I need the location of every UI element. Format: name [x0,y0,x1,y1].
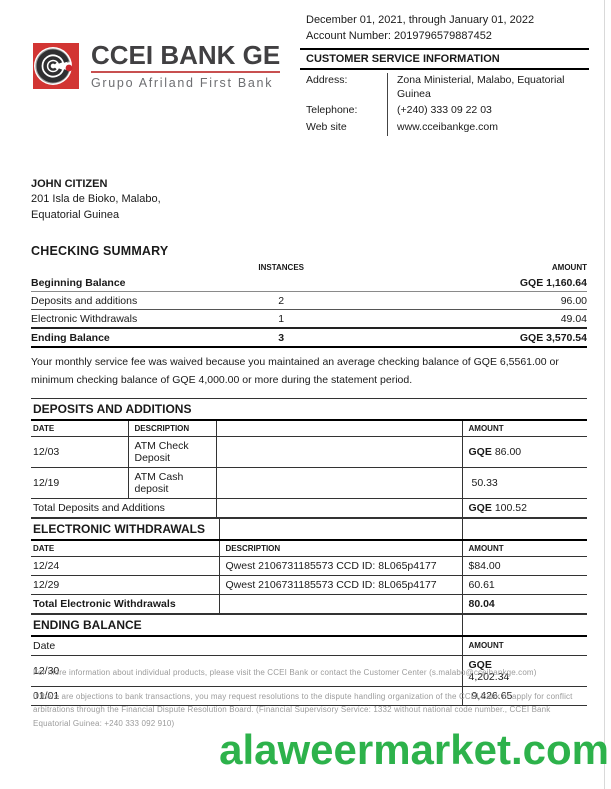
deposits-total-row: Total Deposits and Additions GQE 100.52 [31,498,587,518]
statement-footer: For more information about individual pr… [33,666,587,730]
withdrawals-col-date: DATE [31,539,219,557]
summary-col-instances: INSTANCES [258,263,305,272]
summary-row-beginning-balance: Beginning Balance GQE 1,160.64 [31,274,587,292]
address-value: Zona Ministerial, Malabo, Equatorial Gui… [387,72,589,104]
ending-balance-table: ENDING BALANCE Date AMOUNT 12/30 GQE 4,2… [31,613,587,706]
telephone-value: (+240) 333 09 22 03 [387,103,589,120]
account-number-line: Account Number: 2019796579887452 [306,29,589,43]
footer-info-line: For more information about individual pr… [33,668,537,677]
deposits-col-date: DATE [31,420,128,437]
recipient-address-line2: Equatorial Guinea [31,208,120,221]
withdrawals-row-2: 12/29 Qwest 2106731185573 CCD ID: 8L065p… [31,575,587,595]
ending-balance-row-2: 01/01 9,426.65 [31,686,587,706]
ccei-logo-icon [32,42,80,95]
summary-row-deposits: Deposits and additions 2 96.00 [31,291,587,310]
watermark-text: alaweermarket.com [219,726,609,773]
website-label: Web site [306,120,347,133]
withdrawals-row-1: 12/24 Qwest 2106731185573 CCD ID: 8L065p… [31,556,587,576]
recipient-address-line1: 201 Isla de Bioko, Malabo, [31,193,161,206]
summary-row-ending-balance: Ending Balance 3 GQE 3,570.54 [31,328,587,348]
statement-body: CHECKING SUMMARY INSTANCES AMOUNT Beginn… [31,244,587,706]
summary-header-row: INSTANCES AMOUNT [31,261,587,274]
ending-balance-col-date: Date [31,635,462,656]
website-value: www.cceibankge.com [387,119,589,137]
ending-balance-col-amount: AMOUNT [461,635,587,656]
ending-balance-header-row: Date AMOUNT [31,635,587,656]
footer-dispute-line: If there are objections to bank transact… [33,692,573,728]
account-number-label: Account Number: [306,30,391,43]
deposits-table: DATE DESCRIPTION AMOUNT 12/03 ATM Check … [31,420,587,518]
checking-summary-table: INSTANCES AMOUNT Beginning Balance GQE 1… [31,261,587,348]
telephone-label: Telephone: [306,104,358,117]
account-number-value: 2019796579887452 [394,30,492,43]
customer-service-title: CUSTOMER SERVICE INFORMATION [300,47,589,70]
page-edge-divider [604,0,605,789]
ending-balance-row-1: 12/30 GQE 4,202.34 [31,655,587,687]
withdrawals-table: ELECTRONIC WITHDRAWALS DATE DESCRIPTION … [31,517,587,614]
ending-balance-section-title: ENDING BALANCE [31,613,462,637]
summary-row-withdrawals: Electronic Withdrawals 1 49.04 [31,309,587,329]
statement-header: December 01, 2021, through January 01, 2… [300,13,589,137]
deposits-row-2: 12/19 ATM Cash deposit 50.33 [31,467,587,499]
statement-period: December 01, 2021, through January 01, 2… [306,14,535,26]
deposits-row-1: 12/03 ATM Check Deposit GQE 86.00 [31,436,587,468]
recipient-address-block: JOHN CITIZEN 201 Isla de Bioko, Malabo, … [31,177,161,223]
service-fee-note: Your monthly service fee was waived beca… [31,356,559,386]
bank-logo-text: CCEI BANK GE Grupo Afriland First Bank [91,41,281,91]
withdrawals-section-title-row: ELECTRONIC WITHDRAWALS [31,517,587,541]
withdrawals-section-title: ELECTRONIC WITHDRAWALS [31,517,219,541]
withdrawals-header-row: DATE DESCRIPTION AMOUNT [31,539,587,557]
customer-service-info-table: Address: Zona Ministerial, Malabo, Equat… [300,72,589,137]
deposits-header-row: DATE DESCRIPTION AMOUNT [31,420,587,437]
info-row-address: Address: Zona Ministerial, Malabo, Equat… [300,72,589,104]
deposits-col-amount: AMOUNT [461,420,587,437]
summary-col-amount: AMOUNT [551,263,587,272]
checking-summary-title: CHECKING SUMMARY [31,244,169,258]
info-row-website: Web site www.cceibankge.com [300,119,589,137]
info-row-telephone: Telephone: (+240) 333 09 22 03 [300,103,589,120]
ending-balance-title-row: ENDING BALANCE [31,613,587,637]
deposits-col-description: DESCRIPTION [127,420,216,437]
recipient-name: JOHN CITIZEN [31,178,108,190]
withdrawals-col-description: DESCRIPTION [218,539,462,557]
bank-name: CCEI BANK GE [91,41,281,74]
withdrawals-total-row: Total Electronic Withdrawals 80.04 [31,594,587,614]
address-label: Address: [306,73,348,86]
deposits-section-title: DEPOSITS AND ADDITIONS [31,397,587,421]
withdrawals-col-amount: AMOUNT [461,539,587,557]
bank-logo: CCEI BANK GE Grupo Afriland First Bank [32,41,281,95]
bank-tagline: Grupo Afriland First Bank [91,76,274,91]
